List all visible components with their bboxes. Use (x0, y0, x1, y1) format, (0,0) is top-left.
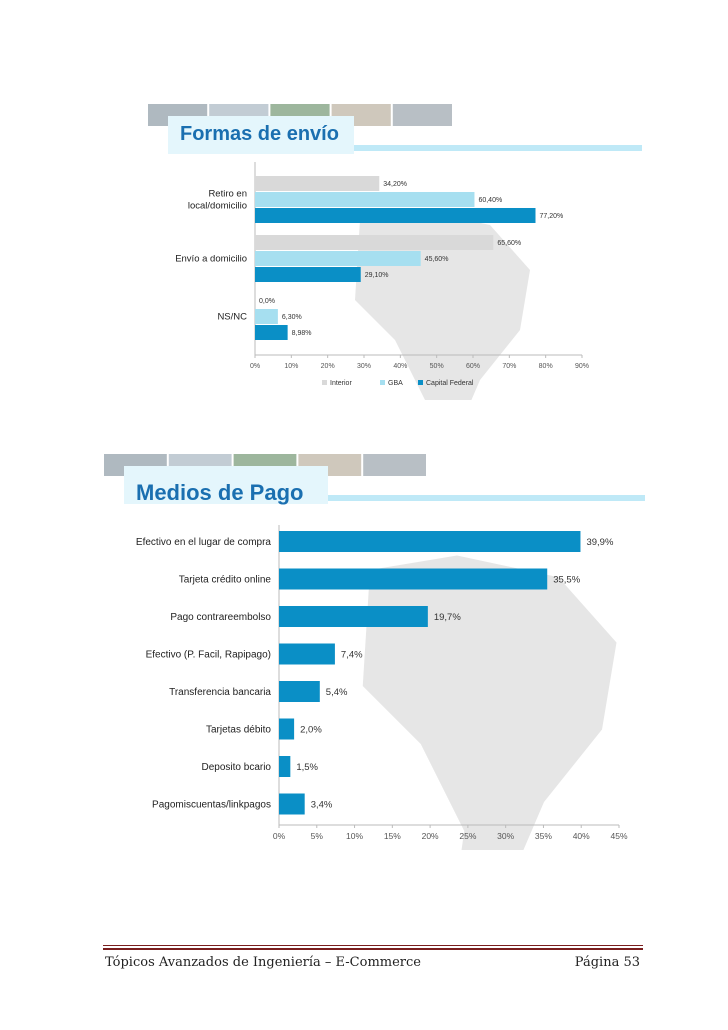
value-label: 34,20% (383, 181, 407, 188)
value-label: 7,4% (341, 650, 363, 661)
legend-label: GBA (388, 380, 403, 387)
x-tick-label: 40% (393, 363, 407, 370)
bar (279, 606, 428, 627)
x-tick-label: 45% (610, 831, 627, 841)
medios-de-pago-svg: Medios de Pago 0% 5% 10% 15% 20% 25% 30% 35% 40% 4… (104, 454, 645, 850)
map-silhouette (362, 555, 617, 850)
bar (279, 531, 581, 552)
legend-label: Interior (330, 380, 352, 387)
legend-swatch (418, 380, 423, 385)
value-label: 39,9% (586, 537, 613, 548)
x-tick-label: 10% (346, 831, 363, 841)
x-tick-label: 0% (250, 363, 260, 370)
bar-gba (255, 309, 278, 324)
x-tick-label: 70% (502, 363, 516, 370)
value-label: 45,60% (425, 256, 449, 263)
category-label: Deposito bcario (202, 762, 272, 773)
bar (279, 718, 295, 740)
x-tick-label: 35% (535, 831, 552, 841)
x-tick-label: 0% (273, 831, 286, 841)
category-label: Retiro en (208, 189, 247, 200)
envio-title: Formas de envío (180, 123, 339, 145)
formas-de-envio-svg: Formas de envío 0% 10% 20% 30% 40% 50% 60% 70% 80… (148, 104, 642, 400)
value-label: 77,20% (539, 213, 563, 220)
x-tick-label: 90% (575, 363, 589, 370)
category-label: Efectivo (P. Facil, Rapipago) (146, 650, 271, 661)
bar (279, 568, 548, 590)
value-label: 3,4% (311, 800, 333, 811)
x-tick-label: 15% (384, 831, 401, 841)
bar-interior (255, 235, 494, 250)
x-tick-label: 40% (573, 831, 590, 841)
bar-capital-federal (255, 267, 361, 282)
pago-banner-photo (363, 454, 426, 476)
value-label: 35,5% (553, 575, 580, 586)
value-label: 6,30% (282, 314, 302, 321)
bar-gba (255, 251, 421, 266)
category-label: Pagomiscuentas/linkpagos (152, 800, 271, 811)
legend-label: Capital Federal (426, 380, 474, 387)
x-tick-label: 25% (459, 831, 476, 841)
value-label: 5,4% (326, 687, 348, 698)
medios-de-pago-chart: Medios de Pago 0% 5% 10% 15% 20% 25% 30% 35% 40% 4… (100, 450, 645, 850)
envio-banner-strip (350, 145, 642, 151)
formas-de-envio-chart: Formas de envío 0% 10% 20% 30% 40% 50% 60% 70% 80… (100, 100, 645, 400)
x-tick-label: 60% (466, 363, 480, 370)
bar-capital-federal (255, 208, 536, 223)
category-label: Efectivo en el lugar de compra (136, 537, 272, 548)
bar (279, 643, 335, 665)
value-label: 19,7% (434, 612, 461, 623)
value-label: 65,60% (497, 240, 521, 247)
bar-gba (255, 192, 475, 207)
pago-title: Medios de Pago (136, 480, 303, 505)
footer-title: Tópicos Avanzados de Ingeniería – E-Comm… (105, 955, 421, 970)
category-label: Envío a domicilio (175, 254, 247, 265)
category-label: Pago contrareembolso (170, 612, 271, 623)
bar (279, 793, 305, 815)
x-tick-label: 20% (422, 831, 439, 841)
envio-banner-photo (392, 104, 452, 126)
bar (279, 756, 291, 777)
value-label: 1,5% (296, 762, 318, 773)
bar (279, 681, 320, 702)
legend-swatch (380, 380, 385, 385)
value-label: 8,98% (292, 330, 312, 337)
category-label: NS/NC (217, 312, 247, 323)
pago-banner-strip (320, 495, 645, 501)
footer-rule-thick (103, 948, 643, 950)
value-label: 60,40% (478, 197, 502, 204)
x-tick-label: 20% (321, 363, 335, 370)
page-number: Página 53 (574, 955, 640, 970)
value-label: 2,0% (300, 725, 322, 736)
legend-swatch (322, 380, 327, 385)
category-label: Tarjeta crédito online (179, 575, 272, 586)
category-label: Transferencia bancaria (169, 687, 271, 698)
value-label: 0,0% (259, 298, 275, 305)
x-tick-label: 30% (497, 831, 514, 841)
footer-rule (103, 945, 643, 946)
pago-title-box (124, 466, 328, 504)
category-label: local/domicilio (188, 201, 247, 212)
envio-title-box (168, 116, 354, 154)
x-tick-label: 50% (430, 363, 444, 370)
value-label: 29,10% (365, 272, 389, 279)
bar-capital-federal (255, 325, 288, 340)
x-tick-label: 80% (539, 363, 553, 370)
x-tick-label: 10% (284, 363, 298, 370)
category-label: Tarjetas débito (206, 725, 271, 736)
bar-interior (255, 176, 380, 191)
x-tick-label: 30% (357, 363, 371, 370)
x-tick-label: 5% (311, 831, 324, 841)
